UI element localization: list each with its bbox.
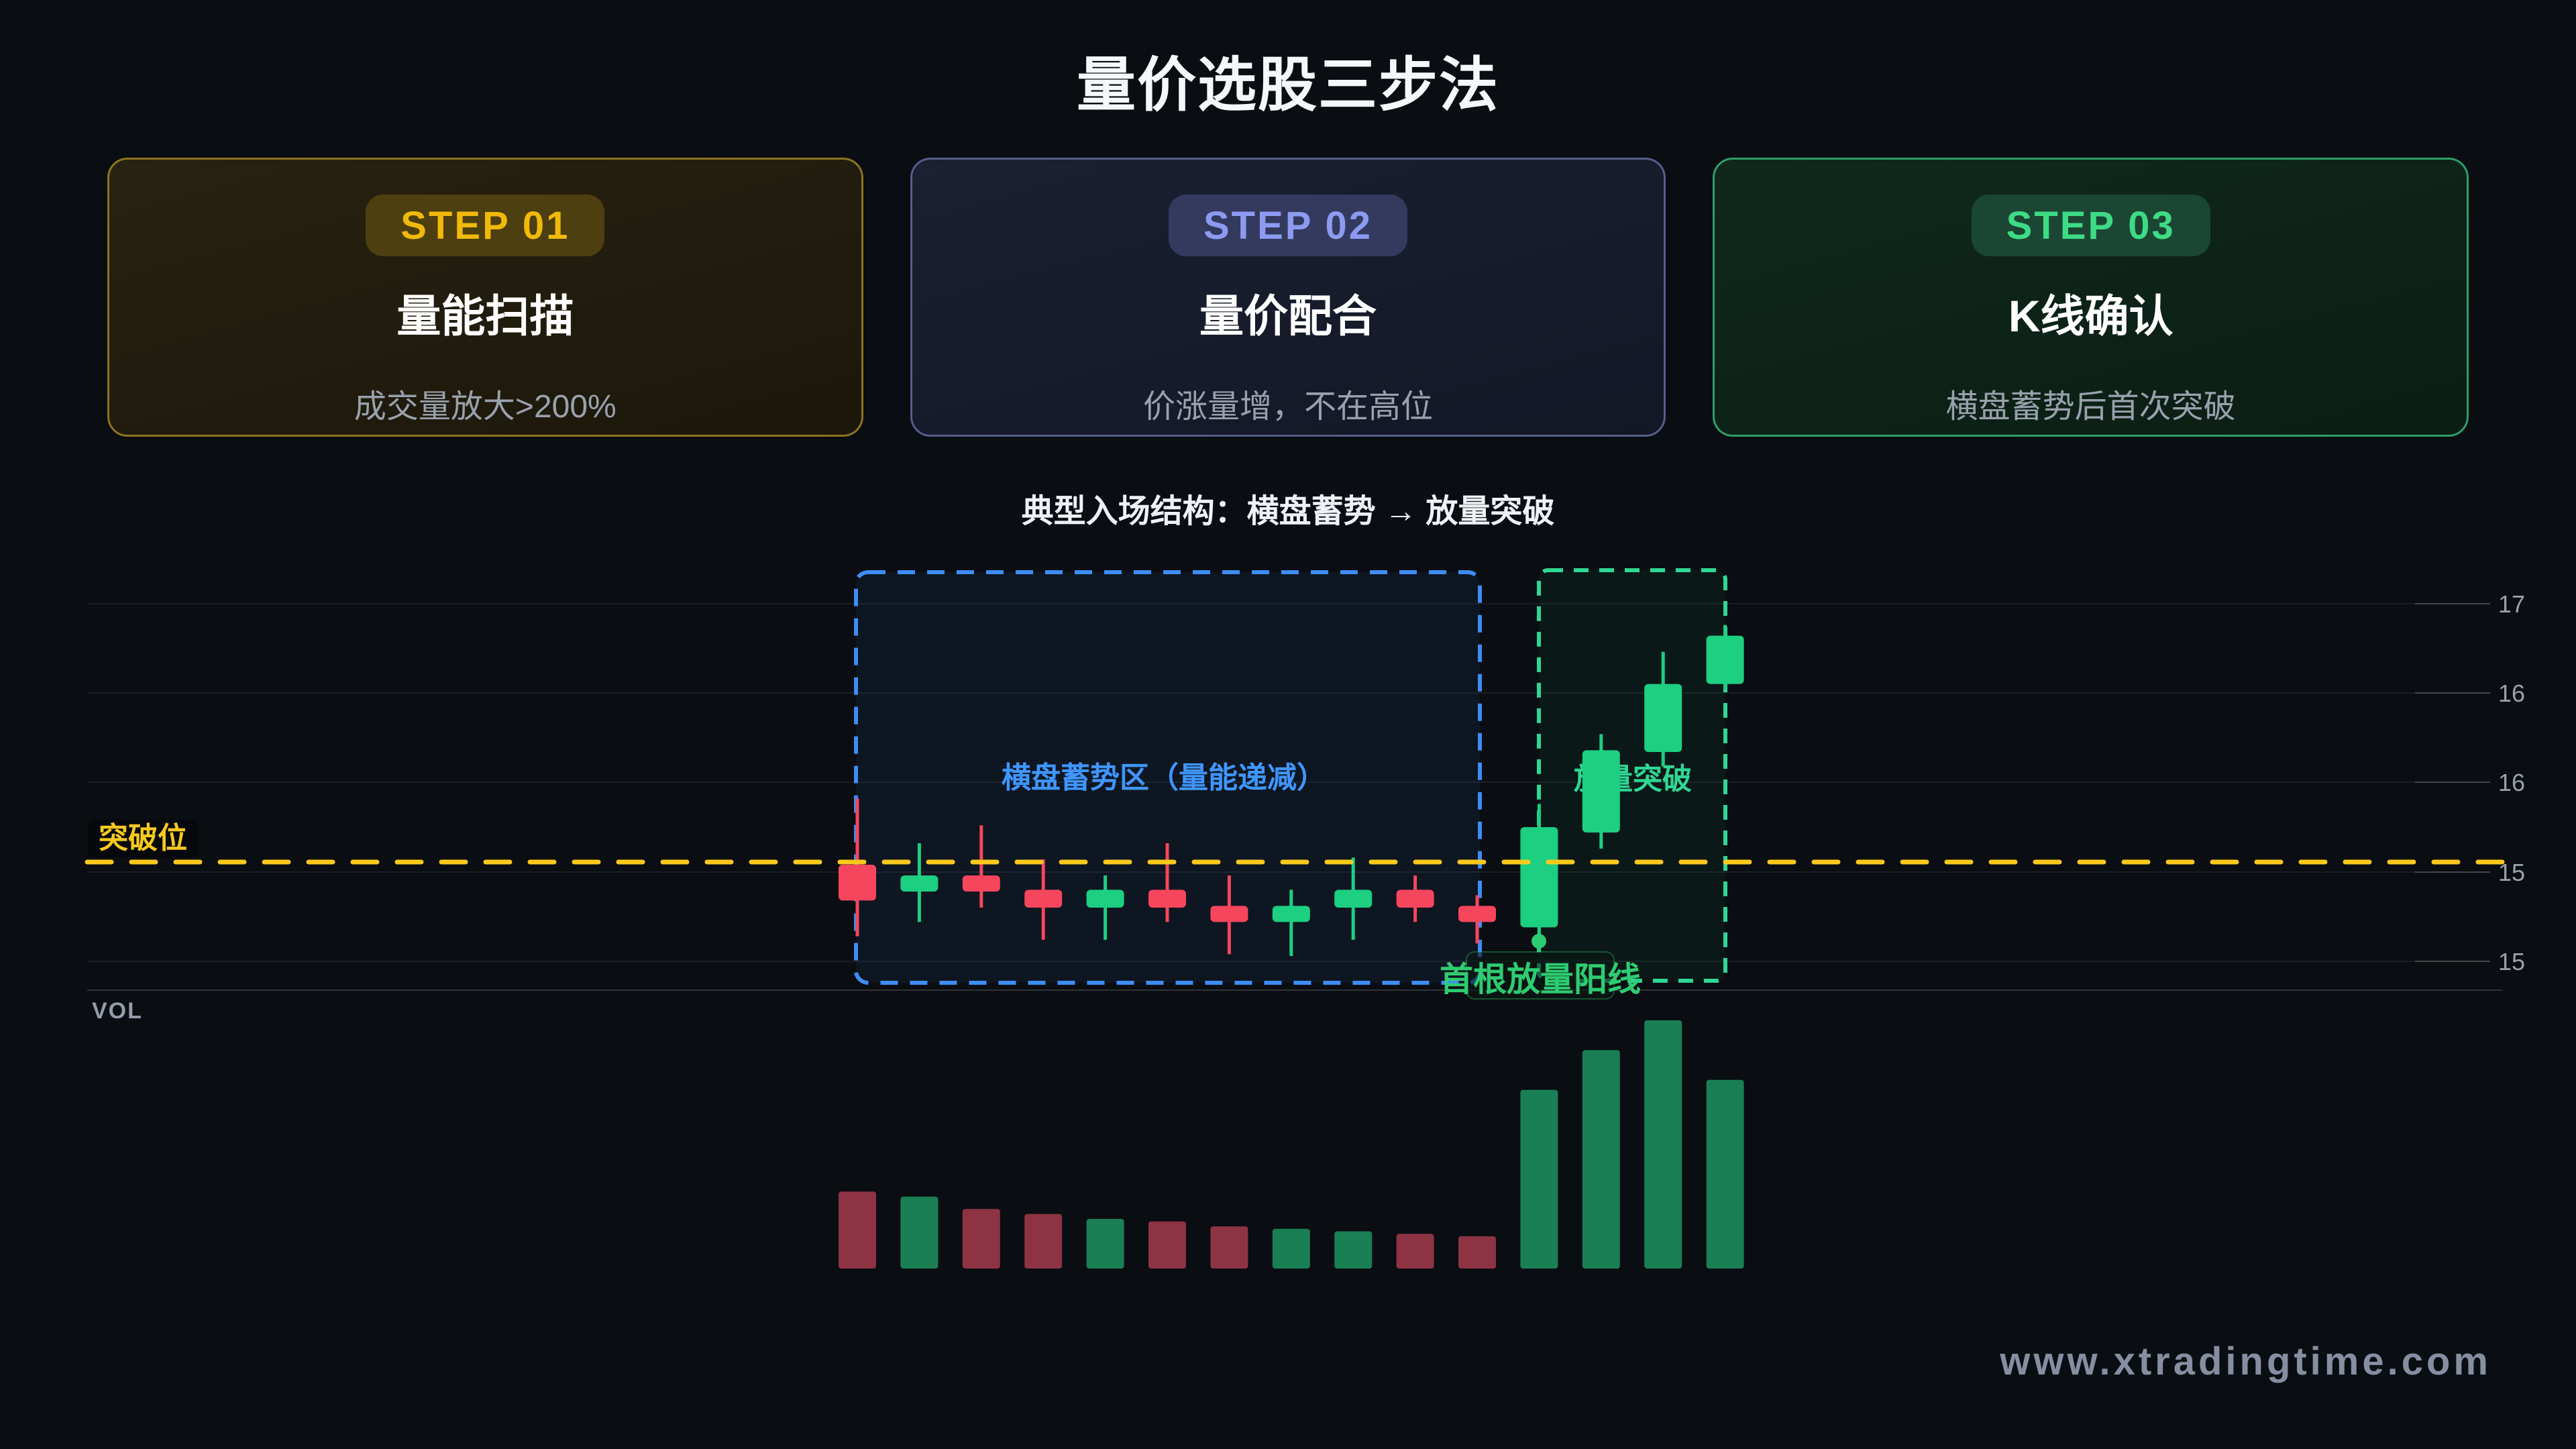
breakout-label-bg xyxy=(88,820,198,857)
step-2-desc: 价涨量增，不在高位 xyxy=(1143,389,1434,425)
candle-body xyxy=(1334,890,1373,908)
step-2-title: 量价配合 xyxy=(1199,291,1377,341)
candlesticks xyxy=(839,625,1744,956)
breakout-zone-box xyxy=(1537,568,1727,983)
gridlines xyxy=(87,603,2490,962)
volume-bar xyxy=(900,1196,938,1269)
candle-body xyxy=(1458,906,1496,922)
y-axis-labels: 17 16 16 15 15 xyxy=(2498,590,2525,975)
candle-body xyxy=(839,864,876,901)
candle-body xyxy=(1396,890,1434,908)
y-tick-label: 17 xyxy=(2498,590,2525,618)
candle-body xyxy=(1644,684,1682,752)
watermark: www.xtradingtime.com xyxy=(2000,1340,2491,1383)
step-2-badge: STEP 02 xyxy=(1168,195,1408,256)
page-title: 量价选股三步法 xyxy=(1076,52,1499,118)
step-card-2: STEP 02 量价配合 价涨量增，不在高位 xyxy=(910,158,1666,437)
y-tick-label: 16 xyxy=(2498,769,2525,796)
volume-pane-label: VOL xyxy=(92,998,143,1024)
consolidation-zone-box xyxy=(854,570,1482,985)
volume-bar xyxy=(1148,1221,1186,1269)
step-3-badge: STEP 03 xyxy=(1971,195,2210,256)
volume-bar xyxy=(839,1191,876,1269)
volume-bar xyxy=(1520,1089,1558,1269)
step-card-1: STEP 01 量能扫描 成交量放大>200% xyxy=(107,158,863,437)
volume-bar xyxy=(1706,1079,1744,1269)
step-3-desc: 横盘蓄势后首次突破 xyxy=(1945,389,2236,425)
volume-bar xyxy=(962,1209,1000,1269)
step-1-desc: 成交量放大>200% xyxy=(354,389,616,425)
candle-body xyxy=(1520,826,1558,928)
candle-body xyxy=(962,875,1000,892)
candle-body xyxy=(900,875,938,892)
breakout-label: 突破位 xyxy=(99,822,187,855)
first-candle-label: 首根放量阳线 xyxy=(1440,961,1641,998)
candle-body xyxy=(1086,890,1124,908)
volume-bar xyxy=(1210,1226,1248,1269)
volume-bar xyxy=(1458,1236,1496,1269)
step-card-3: STEP 03 K线确认 横盘蓄势后首次突破 xyxy=(1713,158,2469,437)
step-1-title: 量能扫描 xyxy=(396,291,574,341)
entry-marker-dot xyxy=(1532,934,1546,949)
candle-body xyxy=(1210,906,1248,922)
steps-row: STEP 01 量能扫描 成交量放大>200% STEP 02 量价配合 价涨量… xyxy=(107,158,2469,437)
volume-bar xyxy=(1272,1228,1310,1269)
volume-bar xyxy=(1024,1214,1063,1269)
candle-body xyxy=(1706,635,1744,684)
first-candle-label-bg xyxy=(1466,951,1615,1000)
volume-bar xyxy=(1396,1234,1434,1269)
y-tick-label: 15 xyxy=(2498,948,2525,975)
volume-bar xyxy=(1644,1020,1682,1269)
y-tick-label: 16 xyxy=(2498,680,2525,707)
candle-body xyxy=(1582,750,1620,833)
candle-body xyxy=(1272,906,1310,922)
consolidation-zone-label: 横盘蓄势区（量能递减） xyxy=(1002,761,1326,794)
candle-body xyxy=(1024,890,1063,908)
volume-bar xyxy=(1582,1050,1620,1269)
volume-bar xyxy=(1334,1231,1373,1269)
candle-body xyxy=(1148,890,1186,908)
chart-caption: 典型入场结构：横盘蓄势 → 放量突破 xyxy=(1021,494,1555,529)
step-1-badge: STEP 01 xyxy=(366,195,605,256)
volume-bars xyxy=(839,1020,1744,1269)
step-3-title: K线确认 xyxy=(2008,291,2174,341)
volume-bar xyxy=(1086,1219,1124,1269)
